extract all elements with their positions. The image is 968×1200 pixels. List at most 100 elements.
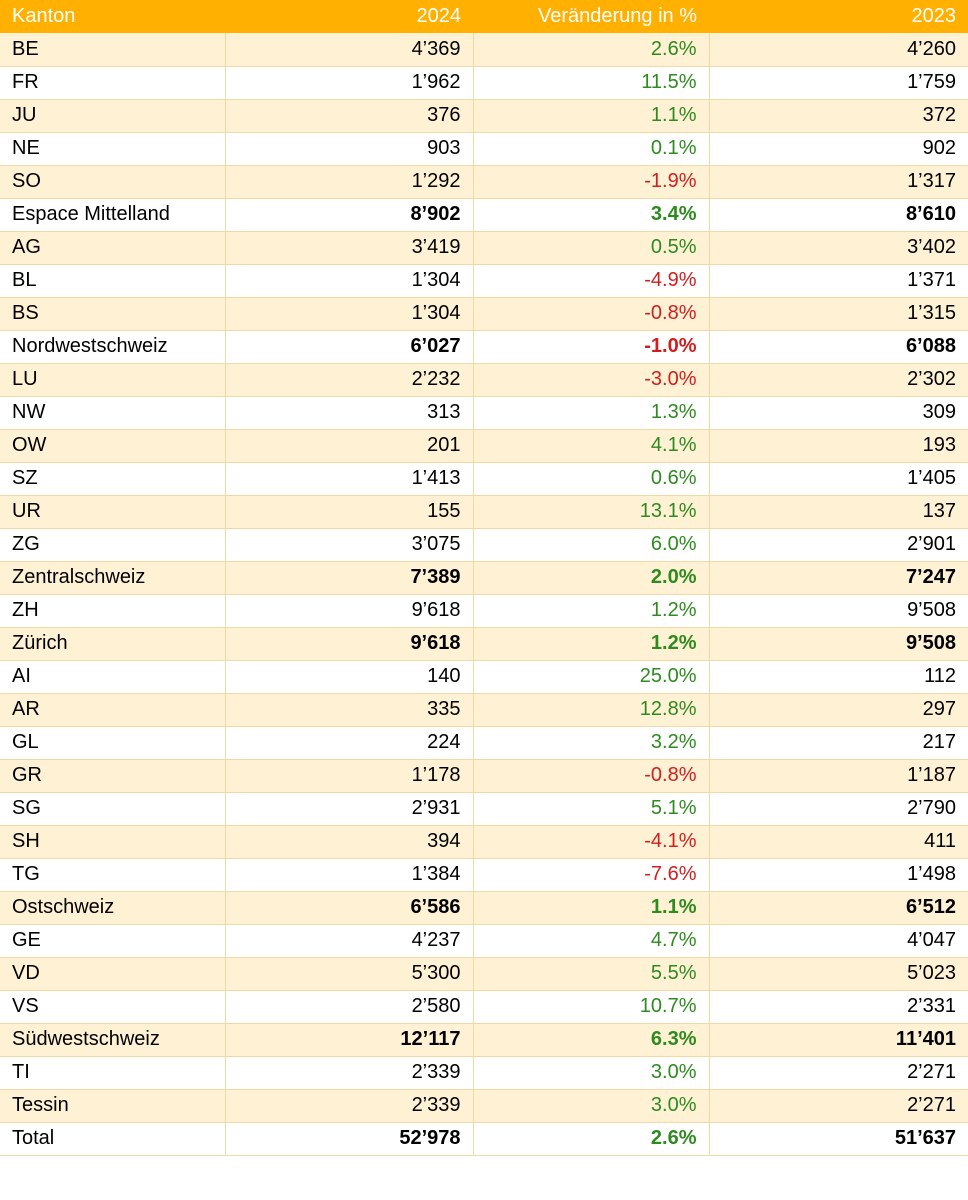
cell-2024: 2’580 xyxy=(225,990,474,1024)
table-row-total: Espace Mittelland 8’902 3.4% 8’610 xyxy=(0,198,968,232)
cell-kanton: BL xyxy=(0,264,226,298)
cell-2024: 1’304 xyxy=(225,297,474,331)
cell-2023: 1’315 xyxy=(709,297,968,331)
cell-kanton: FR xyxy=(0,66,226,100)
cell-2024: 5’300 xyxy=(225,957,474,991)
cell-change: -3.0% xyxy=(473,363,710,397)
table-row: VD 5’300 5.5% 5’023 xyxy=(0,957,968,991)
cell-2023: 2’901 xyxy=(709,528,968,562)
cell-2023: 9’508 xyxy=(709,627,968,661)
cell-change: 3.0% xyxy=(473,1089,710,1123)
table-row: SO 1’292 -1.9% 1’317 xyxy=(0,165,968,199)
table-row: GR 1’178 -0.8% 1’187 xyxy=(0,759,968,793)
cell-2023: 137 xyxy=(709,495,968,529)
cell-kanton: Nordwestschweiz xyxy=(0,330,226,364)
cell-2023: 2’302 xyxy=(709,363,968,397)
cell-2023: 2’271 xyxy=(709,1056,968,1090)
table-row: ZH 9’618 1.2% 9’508 xyxy=(0,594,968,628)
table-row: SZ 1’413 0.6% 1’405 xyxy=(0,462,968,496)
cell-kanton: TG xyxy=(0,858,226,892)
table-row: SG 2’931 5.1% 2’790 xyxy=(0,792,968,826)
cell-change: 4.1% xyxy=(473,429,710,463)
cell-change: 12.8% xyxy=(473,693,710,727)
cell-2023: 1’187 xyxy=(709,759,968,793)
table-row: BL 1’304 -4.9% 1’371 xyxy=(0,264,968,298)
cell-change: -4.9% xyxy=(473,264,710,298)
cell-change: 0.6% xyxy=(473,462,710,496)
table-row-total: Nordwestschweiz 6’027 -1.0% 6’088 xyxy=(0,330,968,364)
table-row: NW 313 1.3% 309 xyxy=(0,396,968,430)
cell-2023: 3’402 xyxy=(709,231,968,265)
cell-change: -1.0% xyxy=(473,330,710,364)
cell-2023: 6’512 xyxy=(709,891,968,925)
cell-2023: 8’610 xyxy=(709,198,968,232)
cell-2024: 1’304 xyxy=(225,264,474,298)
cell-2024: 7’389 xyxy=(225,561,474,595)
cell-kanton: ZH xyxy=(0,594,226,628)
cell-kanton: NE xyxy=(0,132,226,166)
cell-kanton: TI xyxy=(0,1056,226,1090)
table-row: OW 201 4.1% 193 xyxy=(0,429,968,463)
cell-change: 6.3% xyxy=(473,1023,710,1057)
cell-kanton: Ostschweiz xyxy=(0,891,226,925)
cell-2023: 2’331 xyxy=(709,990,968,1024)
cell-change: 1.3% xyxy=(473,396,710,430)
cell-2023: 1’498 xyxy=(709,858,968,892)
cell-kanton: BS xyxy=(0,297,226,331)
cell-change: 2.6% xyxy=(473,33,710,67)
table-row: BE 4’369 2.6% 4’260 xyxy=(0,33,968,67)
cell-2023: 9’508 xyxy=(709,594,968,628)
cell-2024: 9’618 xyxy=(225,594,474,628)
cell-2023: 6’088 xyxy=(709,330,968,364)
table-row: TI 2’339 3.0% 2’271 xyxy=(0,1056,968,1090)
cell-2024: 1’384 xyxy=(225,858,474,892)
cell-2024: 2’339 xyxy=(225,1089,474,1123)
cell-kanton: SG xyxy=(0,792,226,826)
cell-2024: 12’117 xyxy=(225,1023,474,1057)
cell-2023: 902 xyxy=(709,132,968,166)
cell-change: 3.4% xyxy=(473,198,710,232)
cell-kanton: Total xyxy=(0,1122,226,1156)
cell-change: 0.1% xyxy=(473,132,710,166)
cell-2023: 7’247 xyxy=(709,561,968,595)
cell-kanton: ZG xyxy=(0,528,226,562)
cell-2023: 11’401 xyxy=(709,1023,968,1057)
header-2023: 2023 xyxy=(709,0,968,33)
header-change: Veränderung in % xyxy=(473,0,709,33)
header-kanton: Kanton xyxy=(0,0,225,33)
cell-kanton: VD xyxy=(0,957,226,991)
cell-2024: 1’178 xyxy=(225,759,474,793)
cell-change: 13.1% xyxy=(473,495,710,529)
table-row: NE 903 0.1% 902 xyxy=(0,132,968,166)
cell-kanton: Zürich xyxy=(0,627,226,661)
cell-2024: 1’413 xyxy=(225,462,474,496)
table-row: ZG 3’075 6.0% 2’901 xyxy=(0,528,968,562)
cell-2024: 8’902 xyxy=(225,198,474,232)
cell-2023: 1’759 xyxy=(709,66,968,100)
table-row: TG 1’384 -7.6% 1’498 xyxy=(0,858,968,892)
table-row: UR 155 13.1% 137 xyxy=(0,495,968,529)
cell-change: 2.6% xyxy=(473,1122,710,1156)
cell-2024: 903 xyxy=(225,132,474,166)
cell-kanton: NW xyxy=(0,396,226,430)
cell-kanton: GE xyxy=(0,924,226,958)
cell-2024: 1’292 xyxy=(225,165,474,199)
cell-change: -0.8% xyxy=(473,297,710,331)
cell-change: 10.7% xyxy=(473,990,710,1024)
table-row: AR 335 12.8% 297 xyxy=(0,693,968,727)
cell-kanton: UR xyxy=(0,495,226,529)
cell-2024: 6’027 xyxy=(225,330,474,364)
cell-2023: 4’260 xyxy=(709,33,968,67)
cell-2024: 4’237 xyxy=(225,924,474,958)
cell-change: 5.1% xyxy=(473,792,710,826)
cell-change: 11.5% xyxy=(473,66,710,100)
cell-2024: 201 xyxy=(225,429,474,463)
table-row-total: Südwestschweiz 12’117 6.3% 11’401 xyxy=(0,1023,968,1057)
cell-2023: 51’637 xyxy=(709,1122,968,1156)
canton-table: Kanton 2024 Veränderung in % 2023 BE 4’36… xyxy=(0,0,968,1156)
cell-2023: 1’317 xyxy=(709,165,968,199)
table-row: GL 224 3.2% 217 xyxy=(0,726,968,760)
cell-change: 3.2% xyxy=(473,726,710,760)
cell-2023: 112 xyxy=(709,660,968,694)
table-row: BS 1’304 -0.8% 1’315 xyxy=(0,297,968,331)
